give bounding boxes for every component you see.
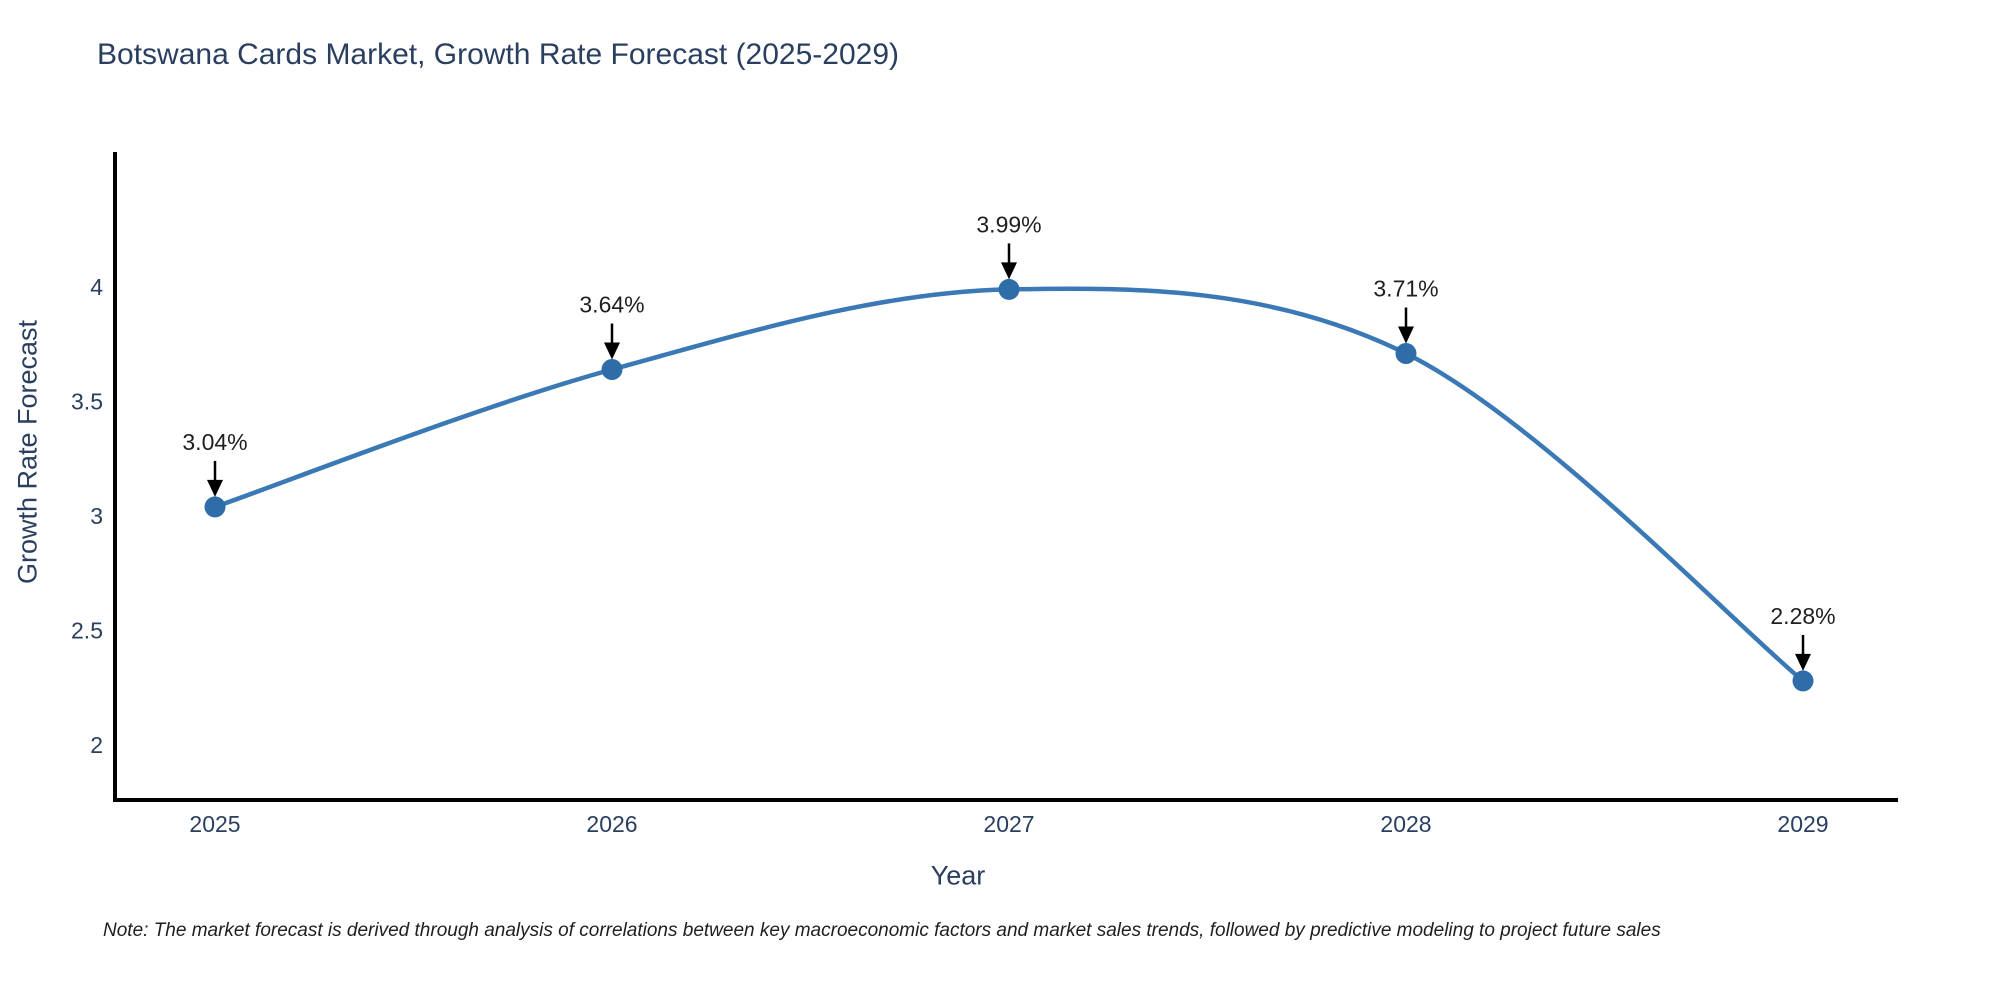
y-tick-label: 3.5 bbox=[71, 389, 103, 415]
data-point-marker bbox=[1792, 670, 1814, 692]
y-tick-label: 4 bbox=[90, 274, 103, 300]
annotation-arrowhead bbox=[1001, 262, 1017, 280]
y-tick-label: 2.5 bbox=[71, 618, 103, 644]
y-tick-label: 2 bbox=[90, 732, 103, 758]
annotation-arrowhead bbox=[207, 479, 223, 497]
x-tick-label: 2028 bbox=[1380, 811, 1431, 837]
point-value-label: 3.99% bbox=[976, 211, 1041, 237]
chart-title: Botswana Cards Market, Growth Rate Forec… bbox=[97, 38, 900, 71]
y-tick-label: 3 bbox=[90, 503, 103, 529]
data-point-marker bbox=[204, 496, 226, 518]
x-tick-label: 2025 bbox=[189, 811, 240, 837]
data-point-marker bbox=[601, 359, 623, 380]
axis-lines bbox=[113, 152, 1898, 802]
point-value-label: 3.71% bbox=[1373, 275, 1438, 301]
x-tick-label: 2026 bbox=[586, 811, 637, 837]
point-value-label: 3.04% bbox=[182, 429, 247, 455]
annotation-arrowhead bbox=[604, 342, 620, 360]
data-point-marker bbox=[998, 278, 1020, 300]
x-tick-label: 2027 bbox=[983, 811, 1034, 837]
x-tick-label: 2029 bbox=[1777, 811, 1828, 837]
annotation-arrowhead bbox=[1398, 326, 1414, 344]
point-value-label: 2.28% bbox=[1770, 603, 1835, 629]
forecast-line bbox=[212, 286, 1806, 684]
x-axis-title: Year bbox=[930, 860, 986, 891]
annotation-arrowhead bbox=[1795, 653, 1811, 671]
data-point-marker bbox=[1395, 343, 1417, 364]
footnote: Note: The market forecast is derived thr… bbox=[103, 920, 1661, 941]
point-value-label: 3.64% bbox=[579, 292, 644, 318]
